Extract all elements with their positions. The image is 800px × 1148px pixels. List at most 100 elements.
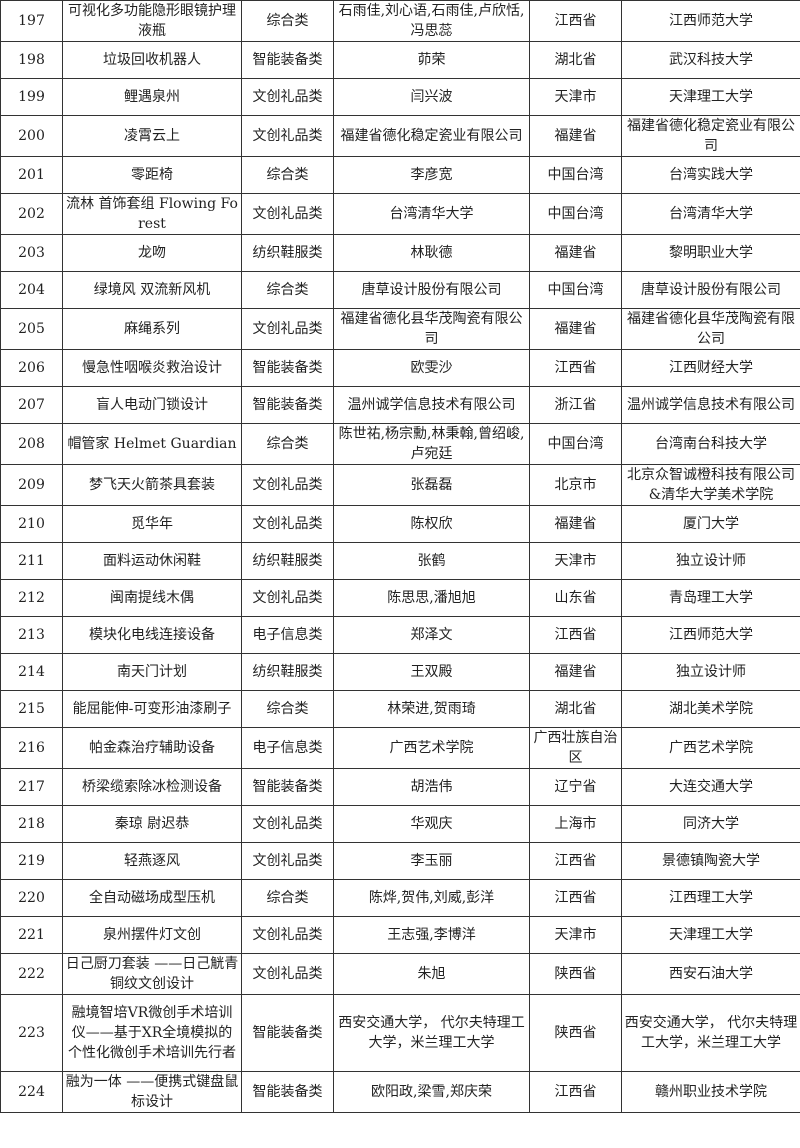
- table-row: 213 模块化电线连接设备 电子信息类 郑泽文 江西省 江西师范大学: [0, 616, 800, 654]
- author-cell: 王双殿: [333, 653, 530, 691]
- unit-cell: 台湾清华大学: [621, 193, 800, 235]
- category-cell: 综合类: [241, 156, 334, 194]
- category-cell: 文创礼品类: [241, 193, 334, 235]
- category-cell: 文创礼品类: [241, 308, 334, 350]
- work-name-cell: 可视化多功能隐形眼镜护理液瓶: [62, 0, 242, 42]
- region-cell: 福建省: [529, 234, 622, 272]
- region-cell: 天津市: [529, 916, 622, 954]
- category-cell: 文创礼品类: [241, 464, 334, 506]
- author-cell: 张鹤: [333, 542, 530, 580]
- table-row: 222 日己厨刀套装 ——日己觥青铜纹文创设计 文创礼品类 朱旭 陕西省 西安石油大学: [0, 953, 800, 995]
- region-cell: 江西省: [529, 879, 622, 917]
- table-row: 218 秦琼 尉迟恭 文创礼品类 华观庆 上海市 同济大学: [0, 805, 800, 843]
- work-name-cell: 梦飞天火箭茶具套装: [62, 464, 242, 506]
- work-name-cell: 能屈能伸-可变形油漆刷子: [62, 690, 242, 728]
- table-row: 212 闽南提线木偶 文创礼品类 陈思思,潘旭旭 山东省 青岛理工大学: [0, 579, 800, 617]
- row-number-cell: 216: [0, 727, 63, 769]
- region-cell: 山东省: [529, 579, 622, 617]
- author-cell: 福建省德化县华茂陶瓷有限公司: [333, 308, 530, 350]
- region-cell: 浙江省: [529, 386, 622, 424]
- row-number-cell: 218: [0, 805, 63, 843]
- author-cell: 唐草设计股份有限公司: [333, 271, 530, 309]
- author-cell: 福建省德化稳定瓷业有限公司: [333, 115, 530, 157]
- row-number-cell: 206: [0, 349, 63, 387]
- unit-cell: 台湾南台科技大学: [621, 423, 800, 465]
- row-number-cell: 224: [0, 1071, 63, 1113]
- author-cell: 台湾清华大学: [333, 193, 530, 235]
- work-name-cell: 日己厨刀套装 ——日己觥青铜纹文创设计: [62, 953, 242, 995]
- region-cell: 福建省: [529, 653, 622, 691]
- table-row: 201 零距椅 综合类 李彦宽 中国台湾 台湾实践大学: [0, 156, 800, 194]
- table-row: 216 帕金森治疗辅助设备 电子信息类 广西艺术学院 广西壮族自治区 广西艺术学院: [0, 727, 800, 769]
- author-cell: 西安交通大学， 代尔夫特理工大学，米兰理工大学: [333, 994, 530, 1072]
- table-row: 204 绿境风 双流新风机 综合类 唐草设计股份有限公司 中国台湾 唐草设计股份有限公司: [0, 271, 800, 309]
- work-name-cell: 帕金森治疗辅助设备: [62, 727, 242, 769]
- row-number-cell: 200: [0, 115, 63, 157]
- category-cell: 电子信息类: [241, 727, 334, 769]
- row-number-cell: 209: [0, 464, 63, 506]
- award-list-table: 197 可视化多功能隐形眼镜护理液瓶综合类 石雨佳,刘心语,石雨佳,卢欣恬,冯思蕊江…: [0, 0, 800, 1113]
- unit-cell: 唐草设计股份有限公司: [621, 271, 800, 309]
- row-number-cell: 221: [0, 916, 63, 954]
- unit-cell: 福建省德化稳定瓷业有限公司: [621, 115, 800, 157]
- unit-cell: 景德镇陶瓷大学: [621, 842, 800, 880]
- region-cell: 陕西省: [529, 953, 622, 995]
- row-number-cell: 212: [0, 579, 63, 617]
- unit-cell: 独立设计师: [621, 653, 800, 691]
- table-row: 215 能屈能伸-可变形油漆刷子 综合类 林荣进,贺雨琦 湖北省 湖北美术学院: [0, 690, 800, 728]
- table-row: 207 盲人电动门锁设计 智能装备类 温州诚学信息技术有限公司 浙江省 温州诚学信息技术有…: [0, 386, 800, 424]
- region-cell: 湖北省: [529, 41, 622, 79]
- category-cell: 纺织鞋服类: [241, 542, 334, 580]
- author-cell: 闫兴波: [333, 78, 530, 116]
- work-name-cell: 慢急性咽喉炎救治设计: [62, 349, 242, 387]
- unit-cell: 江西师范大学: [621, 616, 800, 654]
- region-cell: 中国台湾: [529, 156, 622, 194]
- author-cell: 林耿德: [333, 234, 530, 272]
- table-row: 200 凌霄云上 文创礼品类 福建省德化稳定瓷业有限公司 福建省 福建省德化稳定瓷业有限公…: [0, 115, 800, 157]
- unit-cell: 大连交通大学: [621, 768, 800, 806]
- region-cell: 福建省: [529, 308, 622, 350]
- table-body: 197 可视化多功能隐形眼镜护理液瓶综合类 石雨佳,刘心语,石雨佳,卢欣恬,冯思蕊江…: [0, 0, 800, 1113]
- work-name-cell: 零距椅: [62, 156, 242, 194]
- row-number-cell: 220: [0, 879, 63, 917]
- category-cell: 智能装备类: [241, 386, 334, 424]
- category-cell: 综合类: [241, 271, 334, 309]
- region-cell: 福建省: [529, 505, 622, 543]
- table-row: 198 垃圾回收机器人 智能装备类 茆荣 湖北省 武汉科技大学: [0, 41, 800, 79]
- author-cell: 王志强,李博洋: [333, 916, 530, 954]
- category-cell: 智能装备类: [241, 994, 334, 1072]
- category-cell: 文创礼品类: [241, 78, 334, 116]
- region-cell: 上海市: [529, 805, 622, 843]
- region-cell: 陕西省: [529, 994, 622, 1072]
- region-cell: 中国台湾: [529, 193, 622, 235]
- table-row: 219 轻燕逐风 文创礼品类 李玉丽 江西省 景德镇陶瓷大学: [0, 842, 800, 880]
- unit-cell: 江西理工大学: [621, 879, 800, 917]
- row-number-cell: 197: [0, 0, 63, 42]
- work-name-cell: 帽管家 Helmet Guardian: [62, 423, 242, 465]
- author-cell: 李玉丽: [333, 842, 530, 880]
- author-cell: 广西艺术学院: [333, 727, 530, 769]
- table-row: 206 慢急性咽喉炎救治设计 智能装备类 欧雯沙 江西省 江西财经大学: [0, 349, 800, 387]
- row-number-cell: 199: [0, 78, 63, 116]
- unit-cell: 独立设计师: [621, 542, 800, 580]
- row-number-cell: 198: [0, 41, 63, 79]
- category-cell: 文创礼品类: [241, 805, 334, 843]
- work-name-cell: 流林 首饰套组 Flowing Forest: [62, 193, 242, 235]
- work-name-cell: 南天门计划: [62, 653, 242, 691]
- category-cell: 智能装备类: [241, 1071, 334, 1113]
- work-name-cell: 桥梁缆索除冰检测设备: [62, 768, 242, 806]
- work-name-cell: 轻燕逐风: [62, 842, 242, 880]
- unit-cell: 赣州职业技术学院: [621, 1071, 800, 1113]
- table-row: 217 桥梁缆索除冰检测设备 智能装备类 胡浩伟 辽宁省 大连交通大学: [0, 768, 800, 806]
- row-number-cell: 213: [0, 616, 63, 654]
- region-cell: 江西省: [529, 616, 622, 654]
- author-cell: 石雨佳,刘心语,石雨佳,卢欣恬,冯思蕊: [333, 0, 530, 42]
- table-row: 197 可视化多功能隐形眼镜护理液瓶 综合类 石雨佳,刘心语,石雨佳,卢欣恬,冯思蕊江…: [0, 0, 800, 42]
- work-name-cell: 面料运动休闲鞋: [62, 542, 242, 580]
- unit-cell: 湖北美术学院: [621, 690, 800, 728]
- row-number-cell: 219: [0, 842, 63, 880]
- work-name-cell: 融境智培VR微创手术培训仪——基于XR全境模拟的个性化微创手术培训先行者: [62, 994, 242, 1072]
- unit-cell: 西安交通大学， 代尔夫特理工大学，米兰理工大学: [621, 994, 800, 1072]
- table-row: 205 麻绳系列 文创礼品类 福建省德化县华茂陶瓷有限公司 福建省 福建省德化县华茂陶瓷有…: [0, 308, 800, 350]
- row-number-cell: 203: [0, 234, 63, 272]
